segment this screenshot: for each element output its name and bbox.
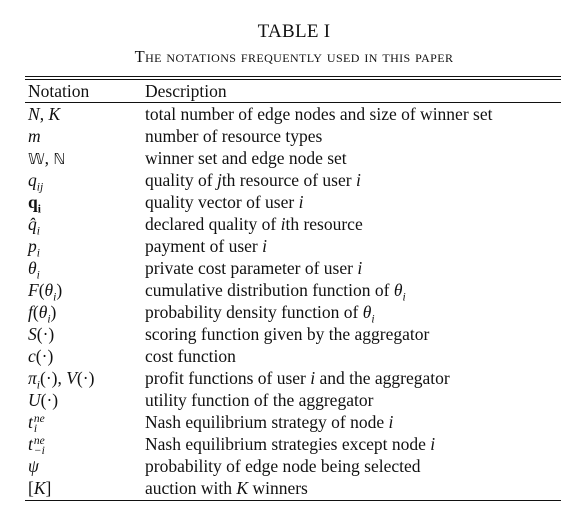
description-cell: cumulative distribution function of θi [145,280,406,304]
table-title: The notations frequently used in this pa… [134,47,454,66]
table-row: f(θi) probability density function of θi [25,301,561,326]
header-rule [25,102,561,103]
notation-cell: qi [28,192,41,216]
notation-cell: θi [28,258,40,282]
notation-cell: c(·) [28,346,54,366]
table-row: t ne −i Nash equilibrium strategies except… [25,433,561,457]
notation-cell: U(·) [28,390,59,410]
description-cell: winner set and edge node set [145,148,347,168]
notation-cell: t ne i [28,411,45,435]
notation-cell: [K] [28,478,52,498]
top-rule-2 [25,79,561,80]
notation-cell: f(θi) [28,302,57,326]
table-row: θi private cost parameter of user i [25,257,561,282]
table-label: TABLE I [257,21,331,42]
description-cell: payment of user i [145,236,267,256]
header-notation: Notation [28,81,90,101]
table-row: πi(·), V(·) profit functions of user i a… [25,367,561,392]
table-row: pi payment of user i [25,235,561,260]
notation-cell: q̂i [28,214,40,238]
notation-cell: πi(·), V(·) [28,368,95,392]
table-row: 𝕎, ℕ winner set and edge node set [25,147,561,169]
description-cell: quality vector of user i [145,192,304,212]
description-cell: cost function [145,346,236,366]
description-cell: Nash equilibrium strategies except node … [145,434,436,454]
description-cell: private cost parameter of user i [145,258,363,278]
bottom-rule [25,500,561,501]
description-cell: total number of edge nodes and size of w… [145,104,493,124]
table-row: qi quality vector of user i [25,191,561,216]
description-cell: profit functions of user i and the aggre… [145,368,450,388]
notation-cell: m [28,126,41,146]
table-row: N, K total number of edge nodes and size… [25,103,561,125]
notation-cell: pi [28,236,40,260]
table-row: qij quality of jth resource of user i [25,169,561,194]
table-header-row: Notation Description [25,80,561,102]
description-cell: probability density function of θi [145,302,375,326]
description-cell: probability of edge node being selected [145,456,421,476]
table-caption: TABLE I The notations frequently used in… [0,20,588,68]
notation-table: Notation Description N, K total number o… [25,76,561,501]
header-description: Description [145,81,227,101]
description-cell: number of resource types [145,126,323,146]
table-row: F(θi) cumulative distribution function o… [25,279,561,304]
description-cell: declared quality of ith resource [145,214,363,234]
notation-cell: F(θi) [28,280,63,304]
table-row: U(·) utility function of the aggregator [25,389,561,411]
table-row: S(·) scoring function given by the aggre… [25,323,561,345]
table-row: [K] auction with K winners [25,477,561,499]
description-cell: quality of jth resource of user i [145,170,361,190]
table-row: ψ probability of edge node being selecte… [25,455,561,477]
top-rule-1 [25,76,561,77]
notation-cell: S(·) [28,324,55,344]
notation-cell: qij [28,170,44,194]
table-row: q̂i declared quality of ith resource [25,213,561,238]
table-row: t ne i Nash equilibrium strategy of node i [25,411,561,435]
notation-cell: N, K [28,104,61,124]
notation-cell: t ne −i [28,433,45,457]
description-cell: auction with K winners [145,478,308,498]
description-cell: Nash equilibrium strategy of node i [145,412,394,432]
table-row: m number of resource types [25,125,561,147]
description-cell: utility function of the aggregator [145,390,374,410]
notation-cell: ψ [28,456,39,476]
description-cell: scoring function given by the aggregator [145,324,430,344]
table-row: c(·) cost function [25,345,561,367]
notation-cell: 𝕎, ℕ [28,147,66,168]
